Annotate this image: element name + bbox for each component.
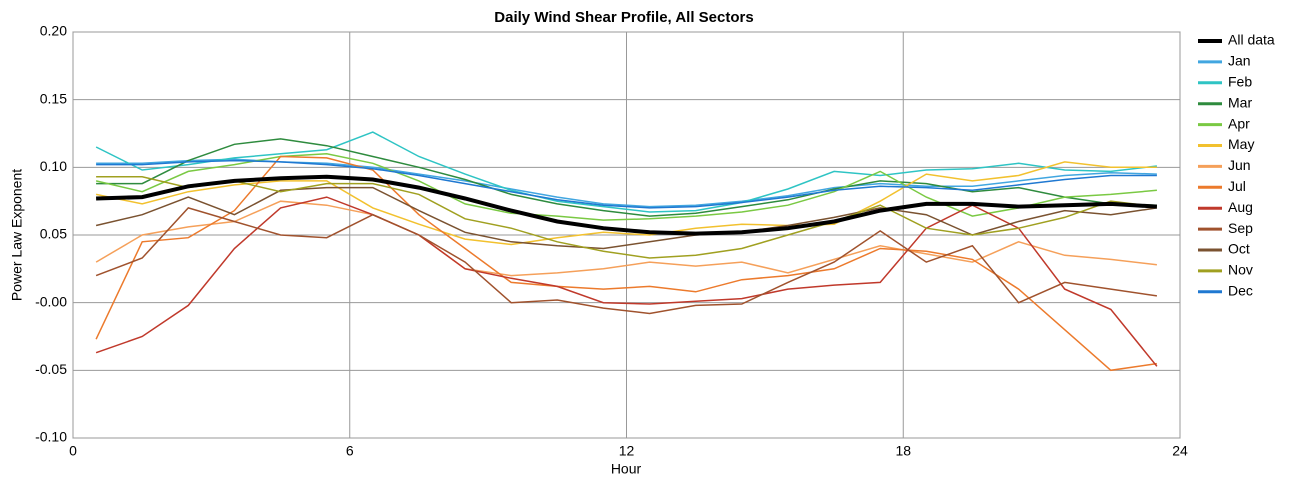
y-tick-label: -0.05 bbox=[35, 361, 67, 377]
x-tick-label: 24 bbox=[1172, 443, 1188, 459]
legend-label: Mar bbox=[1228, 94, 1252, 110]
x-tick-label: 0 bbox=[69, 443, 77, 459]
series-line bbox=[95, 186, 1158, 250]
series-line bbox=[96, 159, 1157, 209]
legend-label: Aug bbox=[1228, 199, 1253, 215]
series-line bbox=[96, 176, 1157, 259]
legend-label: Jan bbox=[1228, 53, 1251, 69]
series-line bbox=[95, 207, 1158, 315]
x-tick-label: 12 bbox=[619, 443, 635, 459]
legend-label: Feb bbox=[1228, 74, 1252, 90]
legend-label: Jun bbox=[1228, 157, 1251, 173]
y-tick-label: -0.10 bbox=[35, 429, 67, 445]
y-tick-label: 0.10 bbox=[40, 158, 67, 174]
legend-label: Dec bbox=[1228, 283, 1253, 299]
y-tick-label: 0.05 bbox=[40, 226, 67, 242]
series-line bbox=[95, 161, 1157, 246]
legend-label: All data bbox=[1228, 32, 1275, 48]
series-line bbox=[96, 138, 1157, 217]
legend-label: Jul bbox=[1228, 178, 1246, 194]
legend-label: Apr bbox=[1228, 115, 1250, 131]
series-line bbox=[95, 196, 1158, 367]
x-tick-label: 18 bbox=[895, 443, 911, 459]
chart-title: Daily Wind Shear Profile, All Sectors bbox=[494, 9, 753, 26]
x-axis-label: Hour bbox=[611, 461, 642, 477]
series-line bbox=[95, 131, 1157, 213]
legend-label: Oct bbox=[1228, 241, 1250, 257]
legend-label: May bbox=[1228, 136, 1254, 152]
y-tick-label: 0.20 bbox=[40, 23, 67, 39]
y-axis-label: Power Law Exponent bbox=[9, 169, 25, 301]
y-tick-label: 0.15 bbox=[40, 90, 67, 106]
legend-label: Nov bbox=[1228, 262, 1253, 278]
series-line bbox=[95, 153, 1157, 221]
series-line bbox=[96, 174, 1158, 236]
x-tick-label: 6 bbox=[346, 443, 354, 459]
y-tick-label: -0.00 bbox=[35, 293, 67, 309]
series-line bbox=[95, 200, 1157, 277]
series-line bbox=[95, 155, 1158, 372]
legend-label: Sep bbox=[1228, 220, 1253, 236]
